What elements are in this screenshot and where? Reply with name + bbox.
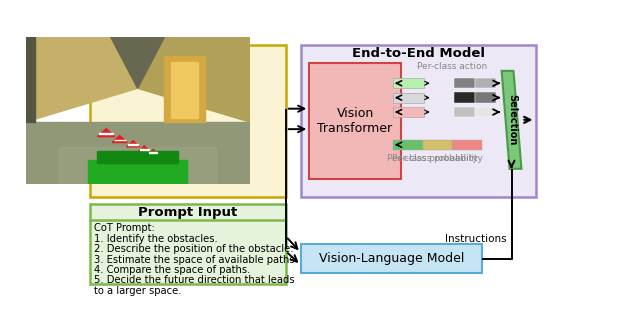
Bar <box>149 152 157 153</box>
Text: Per-class action: Per-class action <box>417 62 487 71</box>
Bar <box>475 92 495 103</box>
Bar <box>26 122 250 184</box>
Bar <box>164 56 205 122</box>
Text: Vision
Transformer: Vision Transformer <box>317 107 392 135</box>
Text: Selection: Selection <box>507 94 517 146</box>
Text: Sensor Input: Sensor Input <box>140 47 236 60</box>
Text: to a larger space.: to a larger space. <box>94 286 181 296</box>
Text: Per-class probability: Per-class probability <box>392 154 483 163</box>
Bar <box>99 133 113 134</box>
Bar <box>90 204 286 284</box>
Bar <box>393 107 424 117</box>
Bar <box>454 107 475 117</box>
Text: End-to-End Model: End-to-End Model <box>352 47 485 60</box>
Polygon shape <box>502 71 522 169</box>
Bar <box>393 140 423 150</box>
Polygon shape <box>127 141 140 147</box>
Bar <box>59 147 216 184</box>
Bar <box>128 144 138 145</box>
Bar <box>97 151 178 163</box>
Text: CoT Prompt:: CoT Prompt: <box>94 223 155 233</box>
Bar <box>140 149 149 150</box>
Bar <box>475 78 495 89</box>
Bar <box>88 160 187 184</box>
Bar <box>475 107 495 117</box>
Bar <box>301 45 536 197</box>
Bar <box>301 244 482 273</box>
Text: 2. Describe the position of the obstacle.: 2. Describe the position of the obstacle… <box>94 244 293 254</box>
Polygon shape <box>112 136 127 143</box>
Polygon shape <box>138 146 150 151</box>
Bar <box>114 139 125 140</box>
Text: Left: Left <box>400 79 417 88</box>
Bar <box>423 140 452 150</box>
Bar <box>393 93 424 103</box>
Bar <box>393 78 424 88</box>
Bar <box>452 140 483 150</box>
Polygon shape <box>138 37 250 122</box>
Bar <box>90 45 286 197</box>
Bar <box>26 37 35 122</box>
Polygon shape <box>111 37 164 88</box>
Text: 4. Compare the space of paths.: 4. Compare the space of paths. <box>94 265 250 275</box>
Text: 1. Identify the obstacles.: 1. Identify the obstacles. <box>94 234 218 244</box>
Polygon shape <box>148 149 159 154</box>
Text: Instructions: Instructions <box>445 234 507 244</box>
Bar <box>309 63 401 179</box>
Polygon shape <box>26 37 138 122</box>
Text: Prompt Input: Prompt Input <box>138 206 237 220</box>
Text: Middle: Middle <box>394 93 422 102</box>
Bar <box>454 78 475 89</box>
Polygon shape <box>98 128 115 137</box>
Bar <box>172 62 198 118</box>
Text: Per-class probability: Per-class probability <box>387 154 478 163</box>
Text: 5. Decide the future direction that leads: 5. Decide the future direction that lead… <box>94 275 294 285</box>
Text: Vision-Language Model: Vision-Language Model <box>319 252 464 265</box>
Bar <box>454 92 475 103</box>
Text: 3. Estimate the space of available paths.: 3. Estimate the space of available paths… <box>94 255 298 265</box>
Text: Right: Right <box>397 108 420 117</box>
